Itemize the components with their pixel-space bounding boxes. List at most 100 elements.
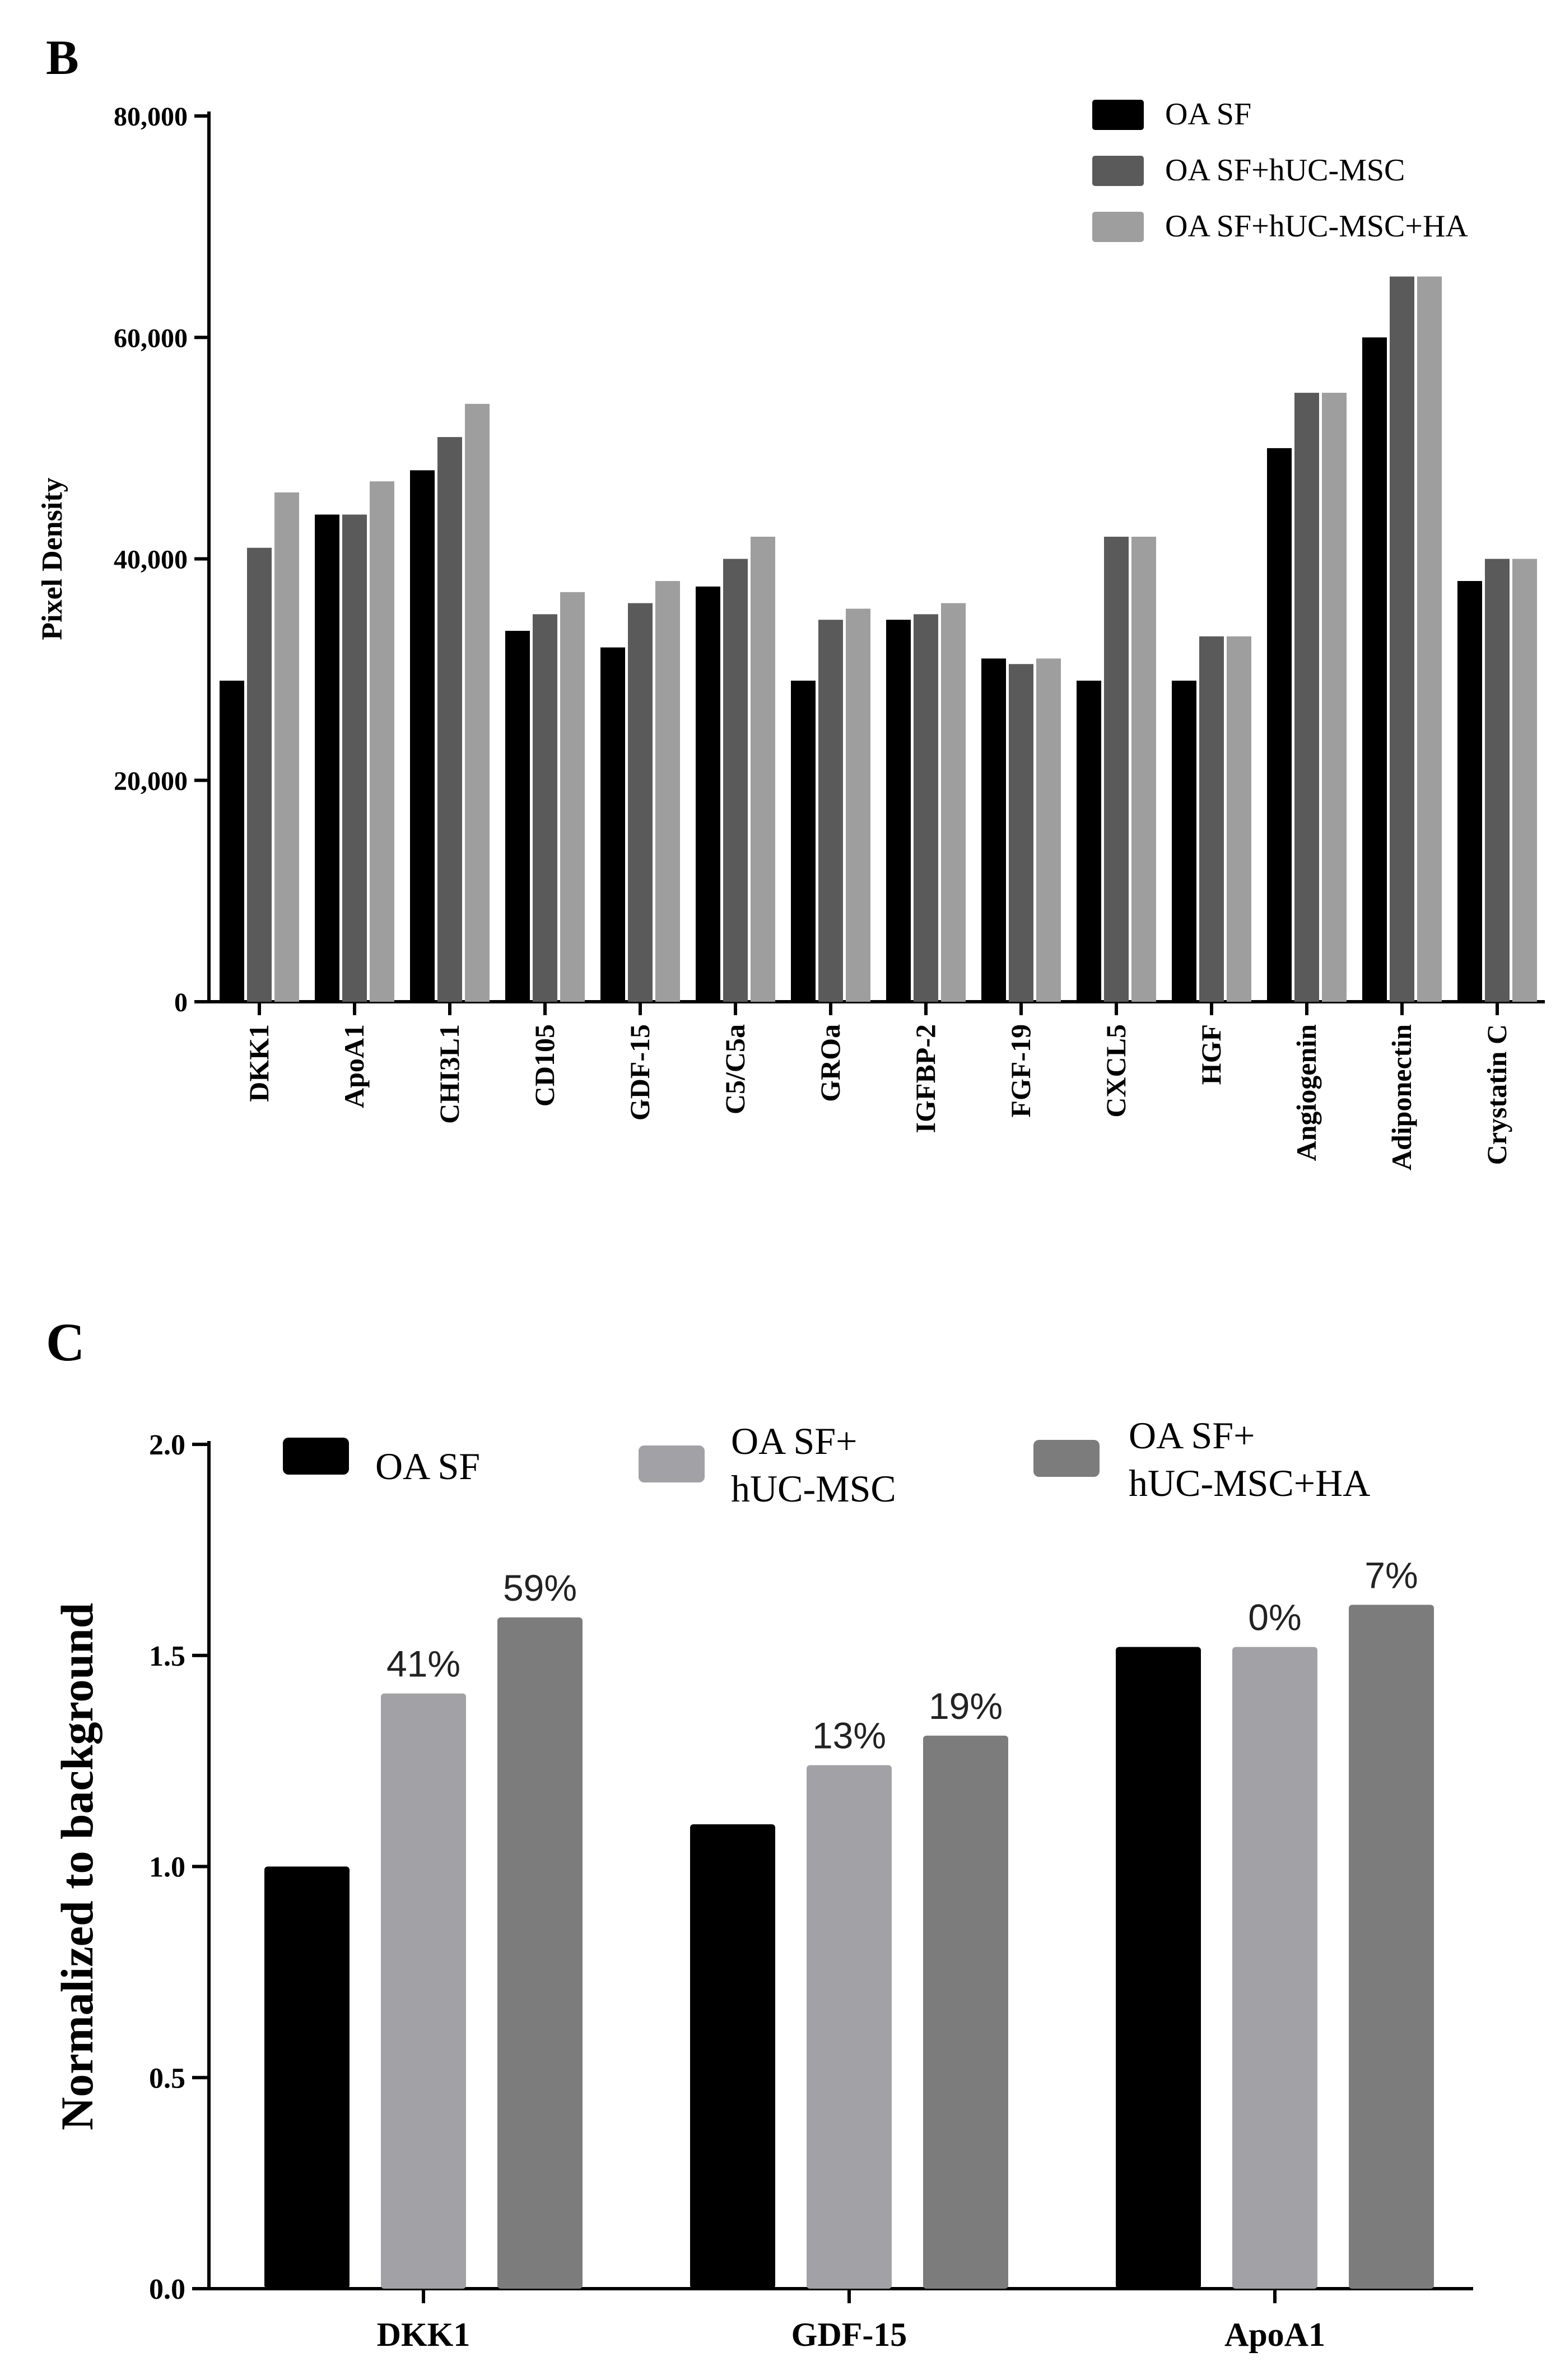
- y-axis-title: Normalized to background: [52, 1603, 103, 2131]
- legend-label-2-line-1: OA SF+: [731, 1420, 857, 1462]
- x-tick-label: DKK1: [243, 1024, 274, 1102]
- legend-label-2: OA SF+hUC-MSC: [1165, 153, 1405, 188]
- y-tick-label: 80,000: [114, 102, 188, 132]
- panel-label-c: C: [46, 1312, 85, 1372]
- bar-adiponectin-series-3: [1417, 276, 1442, 1002]
- bar-chi3l1-series-2: [437, 437, 462, 1002]
- x-tick-label: GROa: [814, 1024, 846, 1102]
- bar-cd105-series-1: [505, 630, 530, 1002]
- bar-dkk1-series-2: [247, 547, 272, 1002]
- bar-groa-series-2: [818, 620, 843, 1002]
- y-tick-label: 40,000: [114, 545, 188, 575]
- bar-angiogenin-series-2: [1294, 393, 1319, 1002]
- x-tick-label: HGF: [1195, 1024, 1227, 1085]
- x-tick-label: ApoA1: [338, 1024, 370, 1108]
- bar-c5-c5a-series-2: [723, 559, 748, 1002]
- bar-fgf-19-series-1: [981, 658, 1006, 1002]
- bar-gdf-15-series-1: [690, 1824, 775, 2289]
- bar-dkk1-series-1: [220, 680, 244, 1002]
- bar-groa-series-3: [846, 608, 870, 1002]
- bar-adiponectin-series-2: [1390, 276, 1414, 1002]
- bar-chi3l1-series-1: [410, 470, 435, 1002]
- y-tick-label: 0: [174, 988, 188, 1017]
- bar-dkk1-series-2: [381, 1693, 466, 2289]
- bar-adiponectin-series-1: [1362, 337, 1387, 1002]
- legend-swatch-3: [1092, 212, 1144, 242]
- bar-cxcl5-series-1: [1077, 680, 1101, 1002]
- y-tick-label: 2.0: [149, 1429, 185, 1461]
- bar-fgf-19-series-3: [1036, 658, 1061, 1002]
- bar-percent-label: 0%: [1248, 1597, 1301, 1638]
- x-tick-label: CXCL5: [1100, 1024, 1131, 1118]
- bar-percent-label: 19%: [929, 1685, 1003, 1727]
- bar-dkk1-series-3: [497, 1617, 583, 2289]
- x-tick-label: Angiogenin: [1291, 1024, 1322, 1161]
- x-tick-label: ApoA1: [1224, 2316, 1325, 2353]
- y-tick-label: 0.5: [149, 2062, 185, 2094]
- bar-cd105-series-2: [533, 614, 557, 1002]
- legend-swatch-1: [1092, 100, 1144, 130]
- y-tick-label: 0.0: [149, 2274, 185, 2305]
- legend-swatch-1: [283, 1438, 349, 1475]
- bar-apoa1-series-2: [1232, 1647, 1317, 2289]
- x-tick-label: GDF-15: [624, 1024, 655, 1121]
- bar-apoa1-series-3: [1349, 1605, 1434, 2289]
- x-tick-label: CHI3L1: [434, 1024, 465, 1124]
- x-tick-label: Adiponectin: [1386, 1024, 1417, 1170]
- x-tick-label: Crystatin C: [1481, 1024, 1512, 1165]
- bar-apoa1-series-1: [315, 514, 339, 1002]
- legend-swatch-2: [639, 1445, 705, 1482]
- legend-swatch-2: [1092, 156, 1144, 186]
- bar-groa-series-1: [791, 680, 816, 1002]
- bar-gdf-15-series-1: [600, 647, 625, 1002]
- y-tick-label: 1.0: [149, 1852, 185, 1884]
- bar-crystatin-c-series-3: [1512, 559, 1537, 1002]
- bar-igfbp-2-series-2: [914, 614, 938, 1002]
- legend-label-2-line-2: hUC-MSC: [731, 1467, 896, 1510]
- x-tick-label: CD105: [529, 1024, 560, 1107]
- bar-apoa1-series-3: [370, 481, 394, 1002]
- bar-hgf-series-3: [1227, 636, 1251, 1002]
- panel-c: C 0.0 0.5 1.0 1.5 2.0 Normalized to background…: [46, 1312, 1473, 2353]
- bar-apoa1-series-2: [342, 514, 367, 1002]
- y-axis-title: Pixel Density: [36, 477, 68, 640]
- bar-gdf-15-series-2: [807, 1765, 892, 2289]
- legend-swatch-3: [1033, 1440, 1100, 1477]
- bar-angiogenin-series-1: [1267, 448, 1292, 1002]
- bar-c5-c5a-series-3: [751, 536, 775, 1002]
- bar-apoa1-series-1: [1116, 1647, 1201, 2289]
- bar-c5-c5a-series-1: [696, 586, 720, 1002]
- legend-label-3-line-2: hUC-MSC+HA: [1129, 1462, 1370, 1504]
- x-tick-label: GDF-15: [791, 2316, 907, 2353]
- bar-crystatin-c-series-1: [1457, 581, 1482, 1002]
- legend-label-1-line-1: OA SF: [375, 1445, 480, 1488]
- bar-percent-label: 41%: [386, 1643, 460, 1685]
- panel-b: B 0 20,000 40,000 60,000 80,000 Pixel Density D…: [36, 31, 1545, 1170]
- bar-percent-label: 7%: [1364, 1554, 1418, 1596]
- bar-cxcl5-series-2: [1104, 536, 1129, 1002]
- bar-percent-label: 59%: [503, 1567, 577, 1609]
- bar-gdf-15-series-3: [923, 1735, 1008, 2289]
- bar-igfbp-2-series-3: [941, 603, 966, 1002]
- x-tick-label: DKK1: [377, 2316, 471, 2353]
- y-tick-label: 20,000: [114, 766, 188, 796]
- x-tick-label: C5/C5a: [719, 1024, 751, 1114]
- x-tick-label: FGF-19: [1005, 1024, 1036, 1118]
- bar-cd105-series-3: [560, 592, 585, 1002]
- bar-crystatin-c-series-2: [1485, 559, 1510, 1002]
- bar-chi3l1-series-3: [465, 403, 490, 1002]
- bar-hgf-series-2: [1199, 636, 1224, 1002]
- legend-label-1: OA SF: [1165, 97, 1251, 132]
- bar-fgf-19-series-2: [1009, 664, 1033, 1002]
- bar-igfbp-2-series-1: [886, 620, 911, 1002]
- bar-percent-label: 13%: [812, 1715, 886, 1756]
- bar-gdf-15-series-3: [655, 581, 680, 1002]
- bar-cxcl5-series-3: [1131, 536, 1156, 1002]
- bar-hgf-series-1: [1172, 680, 1196, 1002]
- panel-label-b: B: [46, 31, 79, 85]
- x-tick-label: IGFBP-2: [910, 1024, 941, 1133]
- y-tick-label: 60,000: [114, 323, 188, 353]
- bar-angiogenin-series-3: [1322, 393, 1347, 1002]
- bar-gdf-15-series-2: [628, 603, 653, 1002]
